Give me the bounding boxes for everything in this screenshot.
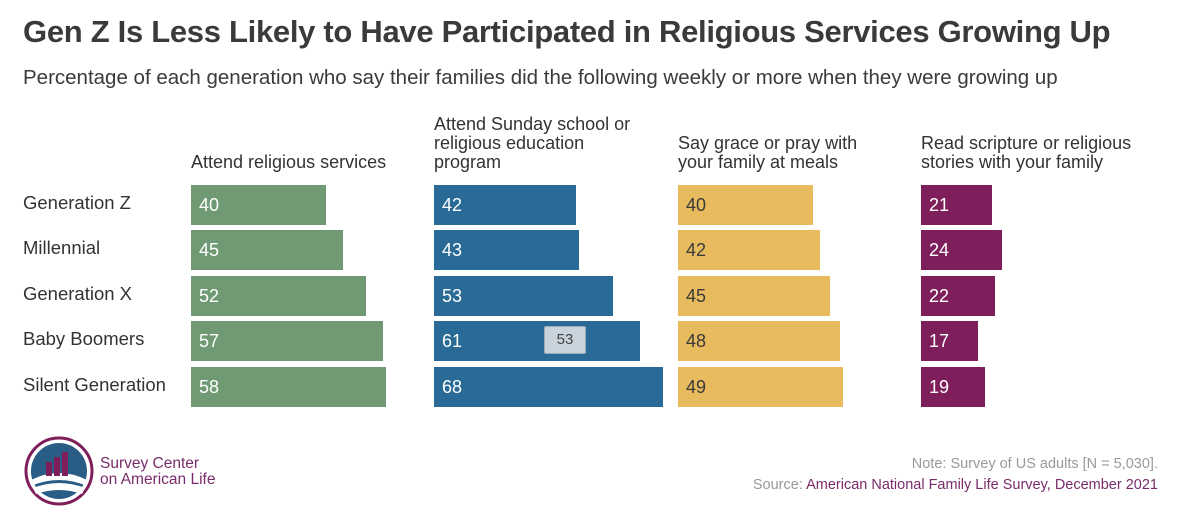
hover-tooltip: 53 [544,326,586,354]
note-text: Note: Survey of US adults [N = 5,030]. [911,456,1158,472]
bar[interactable] [678,367,843,407]
bar[interactable] [191,185,326,225]
bar-value-label: 21 [929,195,950,215]
category-label: Generation Z [23,192,131,213]
bar[interactable] [921,230,1002,270]
bar-value-label: 40 [199,195,220,215]
category-label: Baby Boomers [23,328,145,349]
bar-value-label: 45 [199,240,220,260]
bar-value-label: 48 [686,331,707,351]
bar[interactable] [921,321,978,361]
chart-title: Gen Z Is Less Likely to Have Participate… [23,14,1111,49]
bar-value-label: 19 [929,377,950,397]
source-name: American National Family Life Survey, De… [806,477,1158,493]
bar[interactable] [191,321,383,361]
source-prefix: Source: [752,477,807,493]
series-header: Say grace or pray with your family at mea… [678,134,857,172]
survey-center-logo-icon [24,436,94,506]
series-header: Attend Sunday school or religious educati… [434,115,630,172]
bar[interactable] [921,276,995,316]
series-header: Attend religious services [191,153,386,172]
bar[interactable] [921,185,992,225]
bar-value-label: 17 [929,331,950,351]
source-text: Source: American National Family Life Su… [753,477,1158,493]
bar[interactable] [678,276,830,316]
bar-value-label: 43 [442,240,463,260]
bar[interactable] [434,276,613,316]
bar-value-label: 22 [929,286,950,306]
series-header-line: Read scripture or religious [921,133,1132,153]
bar-value-label: 45 [686,286,707,306]
bar-value-label: 53 [442,286,463,306]
bar[interactable] [191,276,366,316]
series-header-line: program [434,152,502,172]
category-label: Generation X [23,283,133,304]
bar-value-label: 61 [442,331,463,351]
bar[interactable] [678,321,840,361]
bar[interactable] [191,230,343,270]
bar-value-label: 42 [686,240,707,260]
bar-value-label: 52 [199,286,220,306]
bar[interactable] [434,185,576,225]
bar[interactable] [434,321,640,361]
bar[interactable] [678,185,813,225]
series-header-line: Say grace or pray with [678,133,858,153]
bar[interactable] [678,230,820,270]
bar-value-label: 58 [199,377,220,397]
bar-value-label: 57 [199,331,220,351]
category-label: Millennial [23,237,101,258]
series-header-line: religious education [434,133,585,153]
bar[interactable] [191,367,386,407]
series-header-line: your family at meals [678,152,839,172]
bar[interactable] [434,230,579,270]
logo-line-2: on American Life [100,471,216,488]
bar[interactable] [434,367,663,407]
chart-subtitle: Percentage of each generation who say th… [23,66,1058,89]
series-header-line: Attend religious services [191,152,387,172]
series-header-line: stories with your family [921,152,1104,172]
bar-value-label: 40 [686,195,707,215]
bar-value-label: 49 [686,377,707,397]
bar-value-label: 68 [442,377,463,397]
bar[interactable] [921,367,985,407]
series-header: Read scripture or religious stories with … [921,134,1131,172]
category-label: Silent Generation [23,374,166,395]
series-header-line: Attend Sunday school or [434,114,631,134]
logo-text: Survey Center on American Life [100,456,215,488]
bar-value-label: 24 [929,240,950,260]
logo-line-1: Survey Center [100,455,200,472]
bar-value-label: 42 [442,195,463,215]
